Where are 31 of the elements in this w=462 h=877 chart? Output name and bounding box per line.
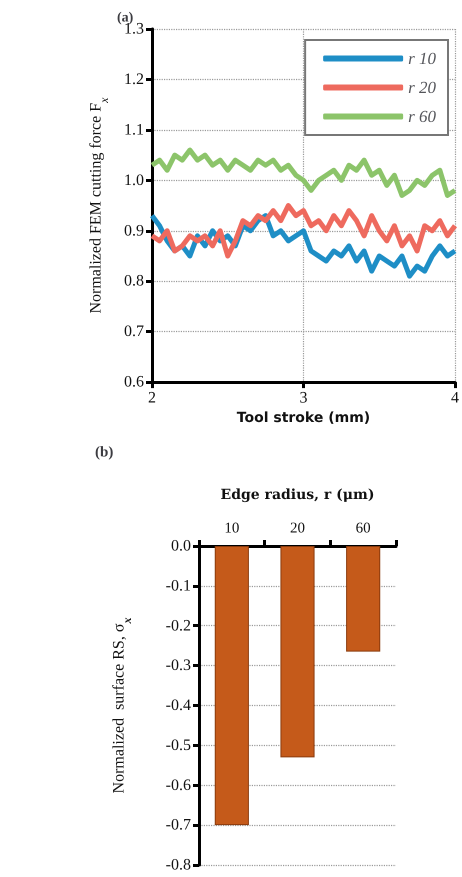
legend-label: r 60 [408,107,436,126]
y-tick-label: -0.6 [166,776,191,794]
y-axis-title: Normalized FEM cutting force Fx [88,96,111,314]
x-axis-title: Edge radius, r (μm) [220,487,374,503]
x-axis-title: Tool stroke (mm) [236,410,370,426]
x-tick-label: 10 [224,520,240,536]
y-tick-label: 0.9 [124,222,144,240]
chart-title: (b) [95,444,114,460]
y-tick-label: -0.5 [166,736,191,754]
y-tick-label: 1.1 [124,121,144,138]
y-tick-label: 1.2 [124,70,144,88]
y-axis-title: Normalized surface RS, σx [110,618,134,794]
y-tick-label: -0.2 [166,617,191,634]
y-tick-label: 0.6 [124,374,144,391]
x-tick-label: 4 [451,390,459,407]
x-tick-label: 60 [356,520,371,536]
chart-title: (a) [117,10,134,26]
y-tick-label: -0.3 [166,657,191,674]
y-tick-label: -0.7 [166,816,191,834]
x-tick-label: 2 [148,390,156,407]
y-tick-label: -0.1 [166,577,191,594]
legend-label: r 20 [408,78,436,97]
x-tick-label: 20 [290,520,305,536]
y-tick-label: 1.0 [124,172,144,189]
y-tick-label: 0.0 [171,538,191,554]
legend-label: r 10 [408,49,436,68]
y-tick-label: 0.8 [124,272,144,290]
y-tick-label: -0.8 [166,856,191,874]
y-tick-label: -0.4 [166,697,191,714]
y-tick-label: 0.7 [124,323,144,340]
x-tick-label: 3 [300,390,308,407]
